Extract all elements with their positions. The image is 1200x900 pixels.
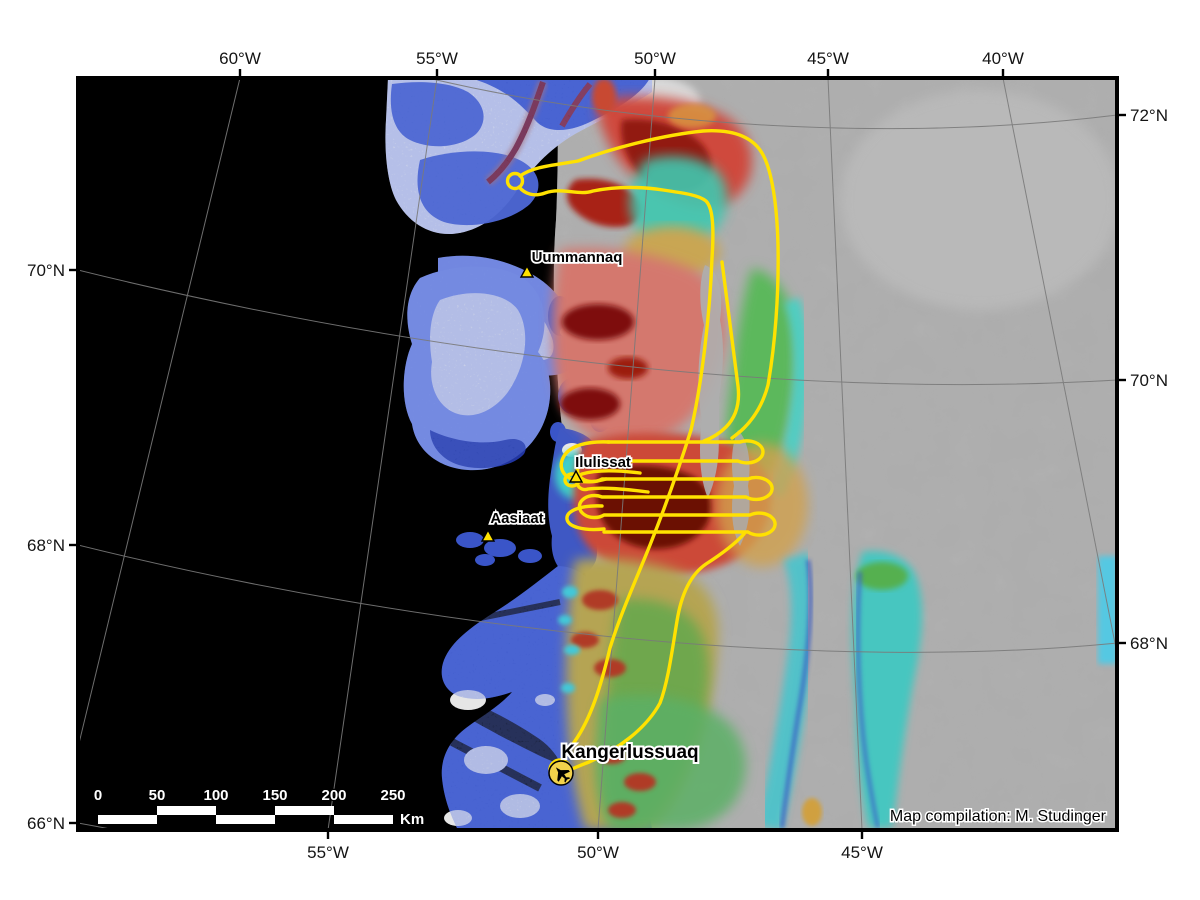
meridian-40w [1002, 80, 1115, 646]
aasiaat-marker [480, 528, 496, 542]
axis-left-70n: 70°N [27, 261, 65, 280]
axis-top-45w: 45°W [807, 49, 849, 68]
v-east-orange-spot [802, 798, 822, 826]
triangle-markers [480, 264, 584, 542]
meridian-55w [327, 80, 438, 828]
axis-top-40w: 40°W [982, 49, 1024, 68]
v-south-cyan-dots [558, 586, 580, 693]
place-markers [480, 264, 584, 786]
graticule [80, 80, 1115, 828]
axis-right-70n: 70°N [1130, 371, 1168, 390]
map-canvas: 0 50 100 150 200 250 Km Map compilation:… [80, 80, 1115, 828]
aasiaat-label: Aasiaat [490, 510, 543, 527]
parallel-70n [80, 269, 1115, 385]
track-ilulissat-spur-3 [565, 504, 606, 532]
v-mid-dark-2 [560, 388, 620, 420]
scale-unit: Km [400, 811, 424, 828]
meridian-60w [80, 80, 241, 742]
track-survey-grid [575, 439, 777, 537]
scale-tick-50: 50 [149, 787, 166, 804]
v-east-cyan-strip [756, 551, 818, 828]
axis-right-68n: 68°N [1130, 634, 1168, 653]
flight-track [505, 129, 780, 782]
place-labels: Uummannaq Ilulissat Aasiaat Kangerlussua… [489, 247, 701, 765]
axis-bottom-55w: 55°W [307, 843, 349, 862]
airplane-icon [555, 767, 571, 783]
scale-tick-150: 150 [262, 787, 287, 804]
axis-top-50w: 50°W [634, 49, 676, 68]
parallel-68n [80, 544, 1115, 653]
scale-tick-100: 100 [203, 787, 228, 804]
uummannaq-marker [519, 264, 535, 278]
v-top-red-bit [592, 80, 616, 114]
ilulissat-label: Ilulissat [575, 454, 631, 471]
axis-left-66n: 66°N [27, 814, 65, 833]
v-east-blue-edge [780, 559, 813, 828]
axis-left-68n: 68°N [27, 536, 65, 555]
v-swath-blue-edge [856, 571, 880, 828]
v-mid-dark-1 [562, 304, 634, 340]
kangerlussuaq-airport-marker [548, 760, 574, 786]
scale-tick-200: 200 [321, 787, 346, 804]
v-mid-dark-3 [608, 357, 648, 379]
v-north-cyan [629, 156, 728, 249]
v-right-edge-patch [1098, 556, 1115, 664]
axis-ticks [69, 69, 1126, 839]
nunatak-strip-2 [731, 430, 750, 546]
ilulissat-marker [568, 469, 584, 483]
velocity-overlay [552, 80, 1115, 828]
axis-bottom-45w: 45°W [841, 843, 883, 862]
meridian-45w [827, 80, 863, 828]
aasiaat-islands [456, 532, 542, 566]
v-south-fan [595, 695, 746, 828]
v-jakobshavn-core [596, 465, 712, 549]
track-south-1 [559, 428, 693, 768]
v-north-orange [668, 104, 716, 128]
meridian-50w [597, 80, 656, 828]
parallel-72n [434, 80, 1115, 130]
axis-top-60w: 60°W [219, 49, 261, 68]
track-loop-qaarsut [505, 171, 525, 191]
kangerlussuaq-label: Kangerlussuaq [561, 742, 698, 763]
track-ilulissat-spur-1 [559, 440, 611, 484]
axis-right-72n: 72°N [1130, 106, 1168, 125]
v-swath-green-top [856, 562, 908, 590]
track-north-upper [518, 129, 780, 440]
v-swath [852, 551, 923, 828]
axis-labels: 60°W 55°W 50°W 45°W 40°W 55°W 50°W 45°W … [27, 49, 1168, 862]
scale-bar-segments [98, 806, 393, 824]
axis-bottom-50w: 50°W [577, 843, 619, 862]
scale-bar: 0 50 100 150 200 250 Km [93, 786, 426, 828]
scale-tick-250: 250 [380, 787, 405, 804]
axis-top-55w: 55°W [416, 49, 458, 68]
ice-interior-smooth [840, 90, 1115, 310]
credit-text: Map compilation: M. Studinger [890, 808, 1107, 825]
track-north-lower [517, 185, 715, 432]
track-mid-third [702, 260, 741, 443]
scale-tick-0: 0 [94, 787, 102, 804]
uummannaq-label: Uummannaq [532, 249, 623, 266]
track-south-2 [564, 532, 746, 774]
